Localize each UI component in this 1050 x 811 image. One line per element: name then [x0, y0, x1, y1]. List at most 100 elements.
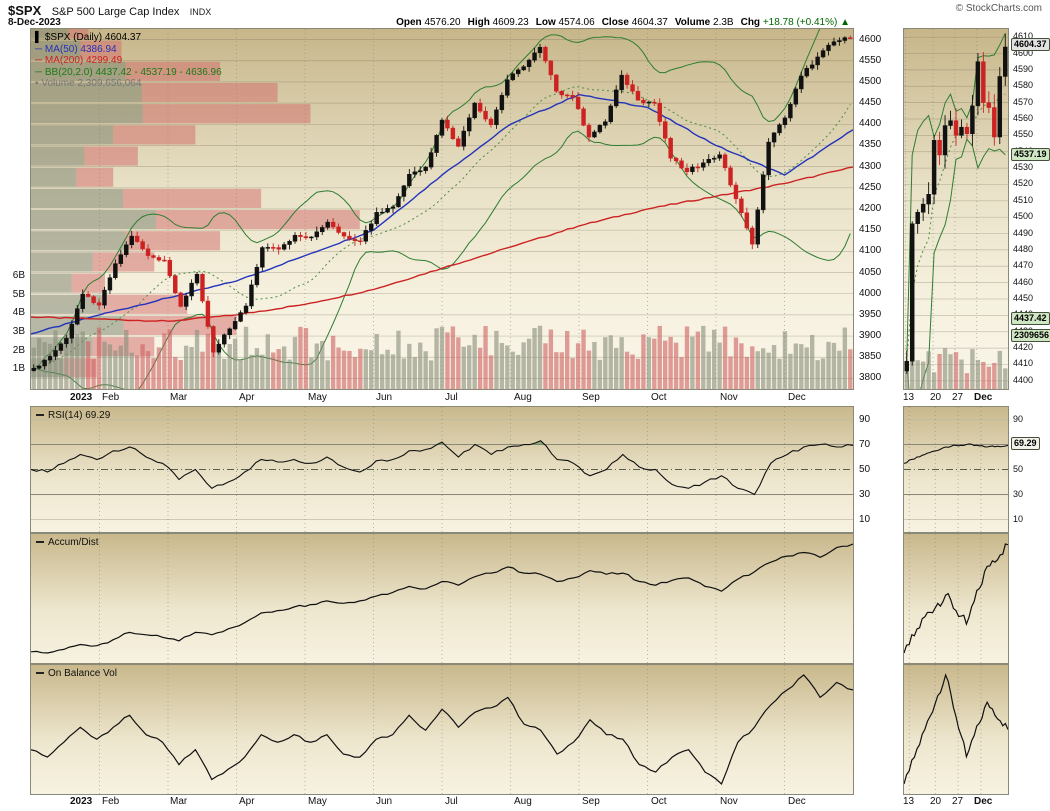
zoom-tick-label: 4490: [1013, 228, 1034, 238]
month-label: Jun: [376, 796, 393, 807]
legend-item: ─ BB(20,2.0) 4437.42 - 4537.19 - 4636.96: [35, 66, 222, 78]
zoom-tick-label: 4510: [1013, 195, 1034, 205]
axis-tick-label: 3800: [859, 372, 882, 383]
zoom-date-label: Dec: [974, 796, 993, 807]
obv-mini-canvas: [904, 665, 1008, 794]
month-label: Oct: [651, 392, 667, 403]
quote-label: Chg: [740, 17, 763, 28]
quote-value: 4609.23: [492, 17, 529, 28]
obv-panel: On Balance Vol: [30, 664, 854, 795]
zoom-tick-label: 4600: [1013, 48, 1034, 58]
price-x-axis: 2023 Feb Mar Apr May Jun Jul Aug Sep Oct Nov Dec: [30, 392, 854, 405]
axis-tick-label: 3850: [859, 351, 882, 362]
month-label: 2023: [70, 796, 93, 807]
rsi-tick-label: 30: [1013, 489, 1024, 499]
month-label: Nov: [720, 392, 738, 403]
rsi-canvas: [904, 407, 1008, 532]
accum-dist-mini-panel: [903, 533, 1009, 664]
chart-date: 8-Dec-2023: [8, 17, 61, 28]
price-chart-canvas: [31, 29, 853, 389]
price-legend: ▌ $SPX (Daily) 4604.37 ─ MA(50) 4386.94 ─ …: [35, 32, 222, 90]
rsi-tick-label: 50: [859, 464, 871, 475]
axis-tick-label: 4500: [859, 76, 882, 87]
legend-item: ▌ $SPX (Daily) 4604.37: [35, 32, 142, 43]
month-label: Dec: [788, 796, 806, 807]
axis-tick-label: 4300: [859, 161, 882, 172]
accum-dist-label: Accum/Dist: [36, 537, 99, 548]
volume-tick-label: 5B: [12, 289, 25, 300]
zoom-date-label: 13: [903, 392, 915, 403]
zoom-tick-label: 4560: [1013, 113, 1034, 123]
zoom-date-label: 13: [903, 796, 915, 807]
price-chart-panel: ▌ $SPX (Daily) 4604.37 ─ MA(50) 4386.94 ─ …: [30, 28, 854, 390]
month-label: Oct: [651, 796, 667, 807]
month-label: Apr: [239, 392, 255, 403]
copyright: © StockCharts.com: [955, 3, 1042, 14]
axis-tick-label: 4000: [859, 288, 882, 299]
month-label: Feb: [102, 796, 120, 807]
month-label: Sep: [582, 392, 600, 403]
zoom-tick-label: 4580: [1013, 80, 1034, 90]
quote-value: +18.78 (+0.41%) ▲: [762, 17, 850, 28]
rsi-tick-label: 70: [859, 439, 871, 450]
symbol: $SPX: [8, 3, 42, 18]
axis-tick-label: 4050: [859, 267, 882, 278]
rsi-tick-label: 10: [859, 514, 871, 525]
obv-canvas: [31, 665, 853, 794]
bottom-x-axis: 2023 Feb Mar Apr May Jun Jul Aug Sep Oct Nov Dec: [30, 796, 854, 809]
price-callout: 4437.42: [1011, 312, 1050, 325]
axis-tick-label: 4450: [859, 97, 882, 108]
axis-tick-label: 4400: [859, 118, 882, 129]
month-label: Jul: [445, 392, 458, 403]
price-callout: 4604.37: [1011, 38, 1050, 51]
quote-value: 4604.37: [631, 17, 668, 28]
bottom-zoom-x-axis: 13 20 27 Dec: [903, 796, 1009, 809]
month-label: Feb: [102, 392, 120, 403]
zoom-axis-labels: 4400441044204430444044504460447044804490…: [1011, 28, 1050, 390]
zoom-tick-label: 4550: [1013, 129, 1034, 139]
axis-tick-label: 4250: [859, 182, 882, 193]
legend-item: ▪ Volume 2,309,656,064: [35, 78, 142, 89]
legend-item: ─ MA(50) 4386.94: [35, 43, 117, 55]
zoom-date-label: 27: [952, 392, 964, 403]
axis-tick-label: 4150: [859, 224, 882, 235]
rsi-mini-panel: [903, 406, 1009, 533]
quote-value: 4576.20: [424, 17, 461, 28]
volume-tick-label: 2B: [12, 345, 25, 356]
month-label: Mar: [170, 796, 188, 807]
zoom-tick-label: 4460: [1013, 277, 1034, 287]
axis-tick-label: 4550: [859, 55, 882, 66]
quote-label: Low: [535, 17, 559, 28]
zoom-tick-label: 4590: [1013, 64, 1034, 74]
month-label: Apr: [239, 796, 255, 807]
zoom-tick-label: 4410: [1013, 358, 1034, 368]
rsi-mini-axis-labels: 907050301069.29: [1011, 406, 1049, 533]
quote-line: Open 4576.20 High 4609.23 Low 4574.06 Close…: [389, 17, 850, 28]
zoom-tick-label: 4480: [1013, 244, 1034, 254]
quote-label: Close: [601, 17, 632, 28]
quote-label: High: [467, 17, 493, 28]
accum-dist-icon: [36, 541, 44, 544]
zoom-date-label: Dec: [974, 392, 993, 403]
volume-tick-label: 1B: [12, 363, 25, 374]
zoom-x-axis: 13 20 27 Dec: [903, 392, 1009, 405]
zoom-date-label: 27: [952, 796, 964, 807]
index-name: S&P 500 Large Cap Index: [51, 6, 180, 18]
rsi-callout: 69.29: [1011, 437, 1040, 450]
month-label: Mar: [170, 392, 188, 403]
axis-tick-label: 3950: [859, 309, 882, 320]
month-label: Dec: [788, 392, 806, 403]
zoom-date-label: 20: [930, 796, 942, 807]
month-label: Aug: [514, 796, 532, 807]
zoom-tick-label: 4520: [1013, 178, 1034, 188]
rsi-label: RSI(14) 69.29: [36, 410, 110, 421]
rsi-tick-label: 90: [1013, 414, 1024, 424]
price-callout: 2309656: [1011, 329, 1050, 342]
chart-header: $SPX S&P 500 Large Cap Index INDX © Stoc…: [8, 2, 1042, 18]
obv-mini-panel: [903, 664, 1009, 795]
zoom-tick-label: 4420: [1013, 342, 1034, 352]
zoom-date-label: 20: [930, 392, 942, 403]
rsi-tick-label: 30: [859, 489, 871, 500]
accum-dist-mini-canvas: [904, 534, 1008, 663]
zoom-tick-label: 4400: [1013, 375, 1034, 385]
